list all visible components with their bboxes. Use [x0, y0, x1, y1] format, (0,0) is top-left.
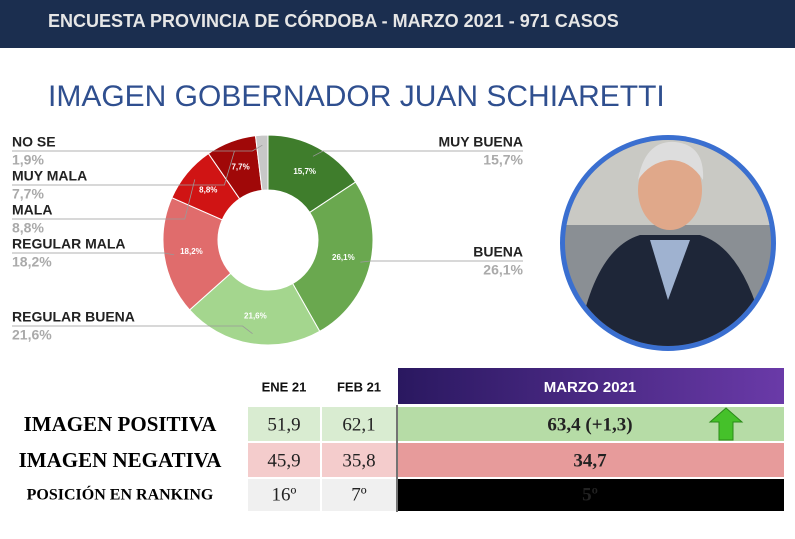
legend-label: REGULAR BUENA	[12, 309, 135, 325]
cell-value: 45,9	[267, 450, 300, 471]
legend-value: 8,8%	[12, 220, 44, 236]
donut-chart: 15,7% MUY BUENA 15,7% 26,1% BUENA 26,1% 21,6% R…	[12, 134, 524, 346]
up-arrow	[708, 407, 744, 441]
legend-value: 15,7%	[483, 152, 523, 168]
cell	[248, 407, 320, 441]
legend-label: MALA	[12, 202, 52, 218]
leader-line	[12, 144, 263, 152]
cell-value: 35,8	[342, 450, 375, 471]
donut-slice	[291, 181, 374, 333]
column-header: FEB 21	[337, 379, 381, 394]
legend-value: 7,7%	[12, 186, 44, 202]
slice-label: 7,7%	[231, 163, 249, 172]
column-header: MARZO 2021	[544, 379, 637, 396]
header-cell	[398, 368, 784, 404]
donut-slice	[188, 272, 321, 346]
cell	[322, 443, 396, 477]
legend-label: MUY MALA	[12, 168, 87, 184]
legend-value: 18,2%	[12, 254, 52, 270]
slice-label: 21,6%	[244, 312, 267, 321]
leader-line	[312, 150, 523, 157]
leader-line	[12, 151, 235, 186]
cell-value: 34,7	[573, 450, 607, 471]
cell	[322, 407, 396, 441]
chart-title: IMAGEN GOBERNADOR JUAN SCHIARETTI	[48, 80, 665, 113]
legend-label: BUENA	[473, 244, 523, 260]
cell-value: 62,1	[342, 414, 375, 435]
cell-value: 16º	[272, 484, 297, 505]
slice-label: 8,8%	[199, 186, 217, 195]
cell-value: 5º	[582, 484, 598, 505]
cell	[322, 479, 396, 511]
cell-value: 63,4 (+1,3)	[547, 414, 632, 435]
row-label: IMAGEN POSITIVA	[24, 412, 218, 436]
legend-value: 21,6%	[12, 327, 52, 343]
leader-line	[12, 252, 175, 256]
legend-value: 1,9%	[12, 152, 44, 168]
leader-line	[360, 260, 523, 263]
leader-line	[12, 179, 196, 220]
donut-slice	[254, 134, 269, 191]
cell	[398, 443, 784, 477]
legend-label: MUY BUENA	[438, 134, 523, 150]
header-text: ENCUESTA PROVINCIA DE CÓRDOBA - MARZO 20…	[48, 10, 619, 31]
cell	[398, 479, 784, 511]
cell-value: 7º	[351, 484, 367, 505]
legend-label: REGULAR MALA	[12, 236, 126, 252]
photo	[560, 135, 776, 351]
header-bar	[0, 0, 795, 48]
cell	[248, 479, 320, 511]
legend-value: 26,1%	[483, 262, 523, 278]
table: ENE 21 FEB 21 MARZO 2021 IMAGEN POSITIVA 51,…	[19, 368, 784, 512]
leader-line	[12, 325, 253, 335]
row-label: IMAGEN NEGATIVA	[19, 448, 223, 472]
legend-label: NO SE	[12, 134, 56, 150]
cell	[248, 443, 320, 477]
slice-label: 18,2%	[180, 247, 203, 256]
donut-slice	[162, 197, 232, 311]
cell-value: 51,9	[267, 414, 300, 435]
column-header: ENE 21	[262, 379, 307, 394]
row-label: POSICIÓN EN RANKING	[27, 485, 214, 504]
slice-label: 15,7%	[293, 167, 316, 176]
slice-label: 26,1%	[332, 253, 355, 262]
